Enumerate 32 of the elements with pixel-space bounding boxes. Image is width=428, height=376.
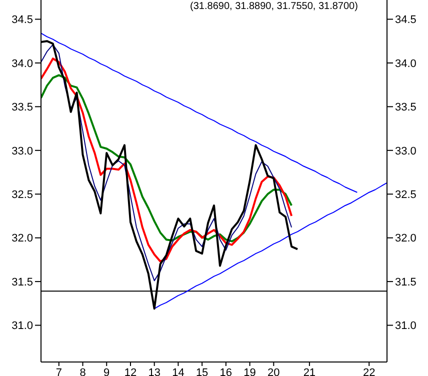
y2-tick-label: 31.0	[395, 320, 416, 332]
y2-tick-label: 31.5	[395, 276, 416, 288]
x-tick-label: 20	[268, 366, 280, 376]
x-tick-label: 16	[220, 366, 232, 376]
x-tick-label: 7	[56, 366, 62, 376]
y2-tick-label: 33.5	[395, 102, 416, 114]
x-tick-label: 22	[362, 366, 376, 376]
line-series	[41, 32, 358, 193]
x-tick-label: 14	[172, 366, 184, 376]
y2-tick-label: 34.5	[395, 14, 416, 26]
x-tick-label: 21	[303, 366, 316, 376]
y2-tick-label: 32.0	[395, 232, 416, 245]
y-tick-label: 32.5	[12, 189, 33, 202]
y-tick-label: 33.0	[12, 145, 33, 158]
y-tick-label: 34.0	[12, 58, 33, 70]
y2-tick-label: 34.0	[395, 58, 416, 70]
y2-tick-label: 33.0	[395, 145, 416, 158]
x-tick-label: 13	[148, 366, 160, 376]
y2-tick-label: 32.5	[395, 189, 416, 202]
x-tick-label: 19	[244, 366, 256, 376]
x-tick-label: 9	[104, 366, 110, 376]
x-tick-label: 8	[80, 366, 86, 376]
y-tick-label: 32.0	[12, 232, 33, 245]
y-tick-label: 33.5	[12, 102, 33, 114]
x-tick-label: 12	[124, 366, 137, 376]
line-series	[41, 74, 293, 242]
y-tick-label: 31.0	[12, 320, 33, 332]
y-tick-label: 34.5	[12, 14, 33, 26]
line-series	[154, 182, 387, 310]
x-tick-label: 15	[196, 366, 208, 376]
chart-title: (31.8690, 31.8890, 31.7550, 31.8700)	[189, 1, 359, 12]
y-tick-label: 31.5	[12, 276, 33, 288]
